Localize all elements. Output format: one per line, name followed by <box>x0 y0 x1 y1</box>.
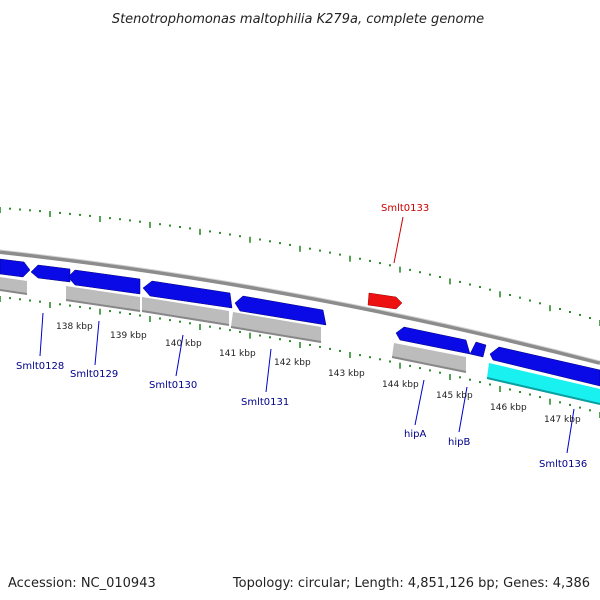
gene-arrow-red[interactable] <box>367 292 403 310</box>
kbp-label: 144 kbp <box>382 380 419 390</box>
gene-block[interactable] <box>392 343 466 372</box>
gene-arrow[interactable] <box>489 346 600 387</box>
kbp-label: 142 kbp <box>274 358 311 368</box>
gene-arrow[interactable] <box>234 295 327 326</box>
gene-label[interactable]: Smlt0133 <box>381 203 429 214</box>
gene-arrow[interactable] <box>395 326 471 355</box>
gene-block[interactable] <box>142 297 229 325</box>
kbp-label: 140 kbp <box>165 339 202 349</box>
gene-arrow[interactable] <box>67 269 141 295</box>
gene-label[interactable]: hipA <box>404 429 426 440</box>
gene-label[interactable]: Smlt0128 <box>16 361 64 372</box>
cds-track <box>0 258 600 405</box>
accession-text: Accession: NC_010943 <box>8 576 156 591</box>
kbp-label: 139 kbp <box>110 331 147 341</box>
gene-arrow[interactable] <box>0 258 31 278</box>
kbp-label: 147 kbp <box>544 415 581 425</box>
kbp-label: 138 kbp <box>56 322 93 332</box>
gene-block-cyan[interactable] <box>487 363 600 404</box>
gene-leader-lines <box>39 216 575 454</box>
genome-summary-text: Topology: circular; Length: 4,851,126 bp… <box>232 576 590 591</box>
gene-arrow[interactable] <box>469 341 487 358</box>
kbp-label: 143 kbp <box>328 369 365 379</box>
gene-arrow[interactable] <box>142 280 233 309</box>
kbp-labels: 138 kbp 139 kbp 140 kbp 141 kbp 142 kbp … <box>56 322 581 425</box>
outer-tick-ring <box>0 207 600 326</box>
gene-arrow[interactable] <box>30 264 71 283</box>
gene-label[interactable]: Smlt0129 <box>70 369 118 380</box>
gene-label[interactable]: Smlt0131 <box>241 397 289 408</box>
kbp-ruler <box>0 296 600 418</box>
gene-label[interactable]: hipB <box>448 437 470 448</box>
map-title: Stenotrophomonas maltophilia K279a, comp… <box>112 12 484 27</box>
kbp-label: 145 kbp <box>436 391 473 401</box>
kbp-label: 146 kbp <box>490 403 527 413</box>
gene-label[interactable]: Smlt0136 <box>539 459 587 470</box>
gene-block[interactable] <box>0 277 27 294</box>
kbp-label: 141 kbp <box>219 349 256 359</box>
gene-labels: Smlt0128 Smlt0129 Smlt0130 Smlt0131 hipA… <box>16 203 587 470</box>
gene-label[interactable]: Smlt0130 <box>149 380 197 391</box>
genome-backbone <box>0 250 600 365</box>
gene-block[interactable] <box>231 312 321 342</box>
gene-block[interactable] <box>66 286 140 311</box>
